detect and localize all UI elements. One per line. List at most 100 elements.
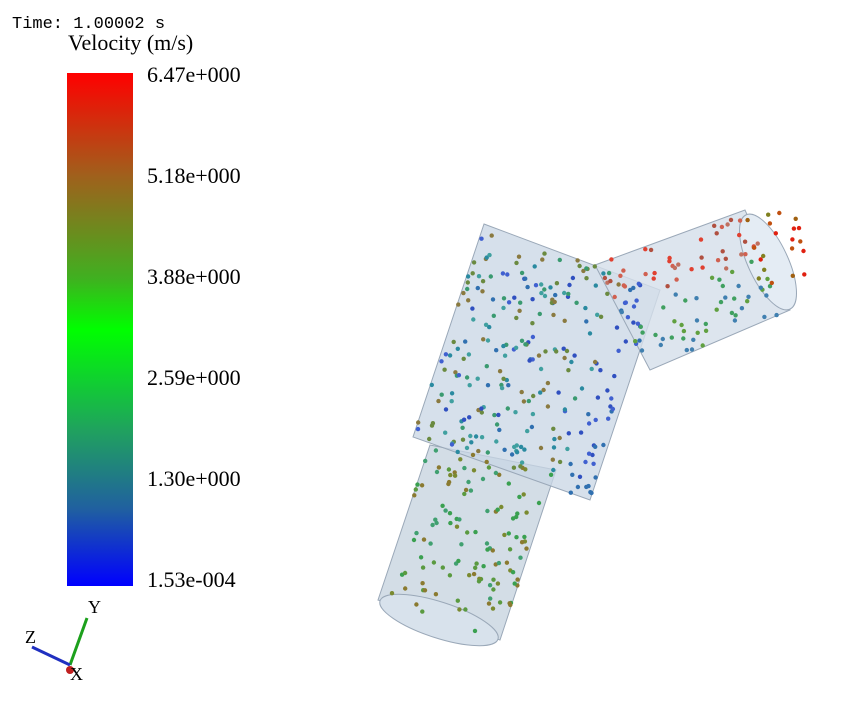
particle bbox=[574, 300, 579, 305]
particle bbox=[494, 422, 500, 427]
particle bbox=[494, 439, 499, 444]
particle bbox=[507, 547, 513, 552]
particle bbox=[592, 264, 597, 269]
particle bbox=[468, 488, 474, 493]
particle bbox=[625, 315, 631, 320]
particle bbox=[524, 546, 529, 551]
particle bbox=[545, 380, 551, 386]
particle bbox=[796, 225, 802, 231]
particle bbox=[703, 328, 709, 333]
colorbar-label: 6.47e+000 bbox=[147, 62, 241, 87]
particle bbox=[635, 321, 641, 326]
particle bbox=[484, 459, 489, 465]
particle bbox=[634, 298, 639, 303]
particle bbox=[415, 482, 420, 487]
particle bbox=[485, 450, 490, 455]
particle bbox=[583, 459, 588, 465]
particle bbox=[616, 282, 621, 287]
particle bbox=[530, 297, 535, 302]
axis-y: Y bbox=[88, 597, 101, 617]
particle bbox=[579, 386, 585, 391]
particle bbox=[586, 421, 592, 426]
particle bbox=[790, 237, 795, 242]
particle bbox=[536, 353, 542, 358]
particle bbox=[473, 529, 478, 535]
particle bbox=[485, 383, 491, 388]
particle bbox=[484, 255, 489, 260]
particle bbox=[456, 302, 461, 307]
particle bbox=[684, 347, 689, 353]
particle bbox=[575, 484, 581, 490]
particle bbox=[633, 339, 638, 344]
particle bbox=[728, 217, 734, 223]
particle bbox=[453, 370, 458, 375]
particle bbox=[414, 530, 419, 536]
particle bbox=[430, 421, 436, 426]
particle bbox=[554, 281, 560, 286]
particle bbox=[570, 275, 576, 281]
particle bbox=[557, 435, 562, 441]
particle bbox=[640, 330, 645, 335]
particle bbox=[667, 259, 672, 264]
particle bbox=[479, 410, 484, 415]
colorbar-label: 2.59e+000 bbox=[147, 365, 241, 390]
particle bbox=[619, 309, 624, 315]
particle bbox=[601, 271, 606, 276]
particle bbox=[584, 266, 589, 271]
particle bbox=[545, 404, 551, 409]
particle bbox=[497, 600, 503, 605]
particle bbox=[443, 352, 449, 357]
particle bbox=[479, 435, 485, 440]
particle bbox=[515, 577, 520, 582]
particle bbox=[504, 560, 510, 565]
particle bbox=[667, 255, 672, 261]
particle bbox=[561, 346, 566, 351]
particle bbox=[669, 335, 674, 340]
particle bbox=[440, 503, 445, 508]
particle bbox=[443, 508, 448, 513]
particle bbox=[452, 473, 458, 478]
particle bbox=[720, 283, 725, 289]
particle bbox=[606, 416, 611, 421]
particle bbox=[556, 390, 561, 395]
particle bbox=[506, 531, 511, 536]
particle bbox=[801, 248, 806, 254]
particle bbox=[514, 443, 519, 448]
particle bbox=[507, 601, 512, 606]
particle bbox=[720, 249, 725, 254]
particle bbox=[605, 388, 610, 393]
axis-x: X bbox=[70, 664, 83, 684]
particle bbox=[439, 392, 444, 397]
particle bbox=[639, 348, 645, 353]
particle bbox=[694, 296, 699, 301]
particle bbox=[532, 264, 537, 269]
particle bbox=[455, 346, 460, 351]
particle bbox=[679, 322, 684, 328]
particle bbox=[419, 483, 425, 488]
particle bbox=[506, 383, 511, 388]
particle bbox=[491, 587, 496, 592]
particle bbox=[695, 330, 700, 335]
particle bbox=[519, 389, 524, 395]
particle bbox=[462, 465, 467, 471]
particle bbox=[591, 461, 596, 466]
particle bbox=[470, 452, 476, 458]
particle bbox=[455, 598, 460, 603]
particle bbox=[525, 284, 530, 290]
particle bbox=[672, 265, 678, 271]
particle bbox=[481, 337, 486, 342]
particle bbox=[468, 433, 473, 439]
particle bbox=[674, 277, 679, 282]
particle bbox=[483, 322, 489, 327]
particle bbox=[519, 338, 525, 343]
particle bbox=[589, 490, 594, 496]
particle bbox=[791, 226, 797, 231]
particle bbox=[643, 271, 648, 277]
particle bbox=[427, 436, 432, 442]
particle bbox=[433, 592, 439, 597]
particle bbox=[565, 446, 570, 452]
particle bbox=[764, 293, 769, 298]
particle bbox=[446, 467, 452, 472]
particle bbox=[516, 254, 522, 259]
particle bbox=[470, 306, 475, 311]
